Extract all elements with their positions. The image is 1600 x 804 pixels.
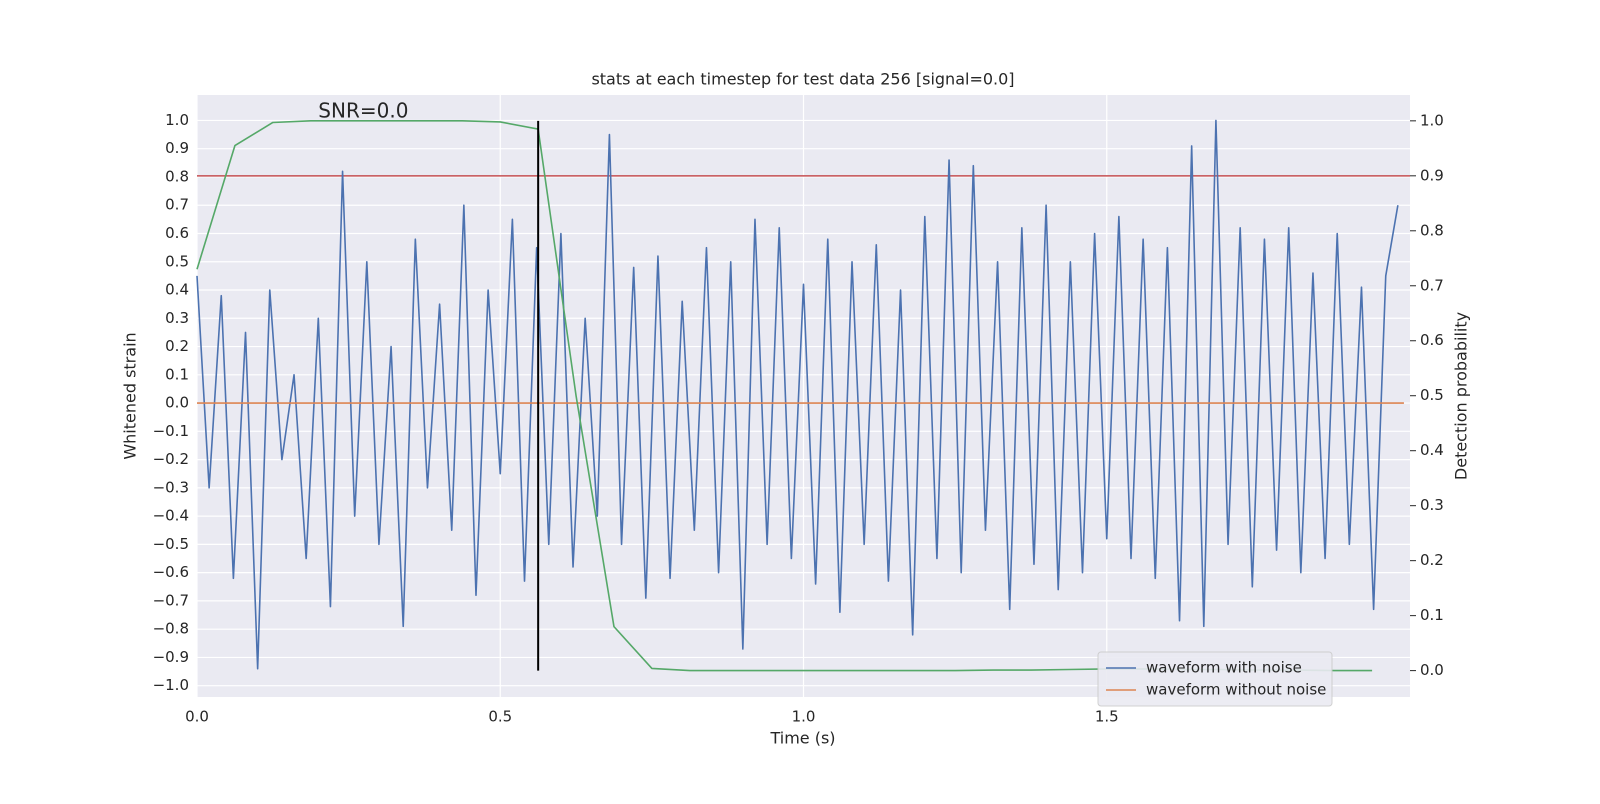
legend-label: waveform without noise [1146,681,1326,699]
y2-tick-label: 0.1 [1420,606,1444,624]
y2-tick-label: 0.5 [1420,386,1444,404]
y-tick-label: 0.5 [165,252,189,270]
y-tick-label: 0.3 [165,309,189,327]
y2-tick-label: 1.0 [1420,111,1444,129]
x-tick-label: 0.5 [488,708,512,726]
y-tick-label: 0.4 [165,281,189,299]
y-tick-label: −0.3 [153,478,189,496]
y-tick-label: −0.1 [153,422,189,440]
legend-label: waveform with noise [1146,659,1302,677]
legend-box [1097,651,1333,707]
y-tick-label: −0.9 [153,648,189,666]
y-tick-label: −1.0 [153,676,189,694]
y2-tick-label: 0.3 [1420,496,1444,514]
y2-tick-label: 0.2 [1420,551,1444,569]
y-tick-label: 0.7 [165,196,189,214]
y-tick-label: 0.8 [165,167,189,185]
y-tick-label: 0.9 [165,139,189,157]
y-tick-label: −0.6 [153,563,189,581]
y-tick-label: 1.0 [165,111,189,129]
y-tick-label: −0.8 [153,620,189,638]
y-tick-label: 0.1 [165,365,189,383]
y2-tick-label: 0.0 [1420,661,1444,679]
y2-tick-label: 0.4 [1420,441,1444,459]
series-line [196,119,1399,670]
y-tick-label: 0.6 [165,224,189,242]
y-tick-label: −0.5 [153,535,189,553]
y2-tick-label: 0.6 [1420,331,1444,349]
y-tick-label: −0.2 [153,450,189,468]
y-axis-label: Whitened strain [121,332,140,459]
annotation: SNR=0.0 [318,98,408,122]
y2-tick-label: 0.8 [1420,221,1444,239]
y2-axis-label: Detection probability [1452,312,1471,480]
y-tick-label: −0.4 [153,507,189,525]
y-tick-label: 0.0 [165,394,189,412]
x-tick-label: 1.5 [1095,708,1119,726]
y2-tick-label: 0.7 [1420,276,1444,294]
y2-tick-label: 0.9 [1420,166,1444,184]
chart-title: stats at each timestep for test data 256… [591,70,1014,89]
x-axis-label: Time (s) [769,729,835,748]
x-tick-label: 1.0 [792,708,816,726]
y-tick-label: −0.7 [153,591,189,609]
x-tick-label: 0.0 [185,708,209,726]
y-tick-label: 0.2 [165,337,189,355]
